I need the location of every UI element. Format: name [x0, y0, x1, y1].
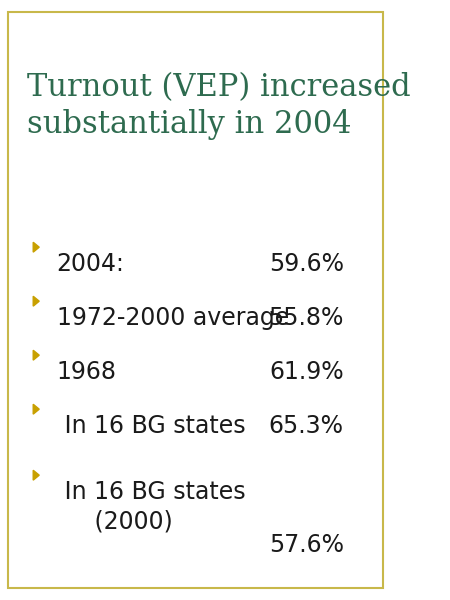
Text: 65.3%: 65.3% [269, 414, 344, 438]
Text: In 16 BG states: In 16 BG states [57, 414, 245, 438]
Text: 59.6%: 59.6% [269, 252, 344, 276]
Text: 2004:: 2004: [57, 252, 125, 276]
Text: Turnout (VEP) increased
substantially in 2004: Turnout (VEP) increased substantially in… [27, 72, 411, 140]
Text: In 16 BG states
     (2000): In 16 BG states (2000) [57, 480, 245, 534]
Polygon shape [33, 296, 39, 306]
Polygon shape [33, 470, 39, 480]
Text: 1972-2000 average: 1972-2000 average [57, 306, 289, 330]
Text: 1968: 1968 [57, 360, 117, 384]
Text: 55.8%: 55.8% [269, 306, 344, 330]
Polygon shape [33, 242, 39, 252]
Polygon shape [33, 350, 39, 360]
Text: 57.6%: 57.6% [269, 533, 344, 557]
Polygon shape [33, 404, 39, 414]
Text: 61.9%: 61.9% [269, 360, 344, 384]
